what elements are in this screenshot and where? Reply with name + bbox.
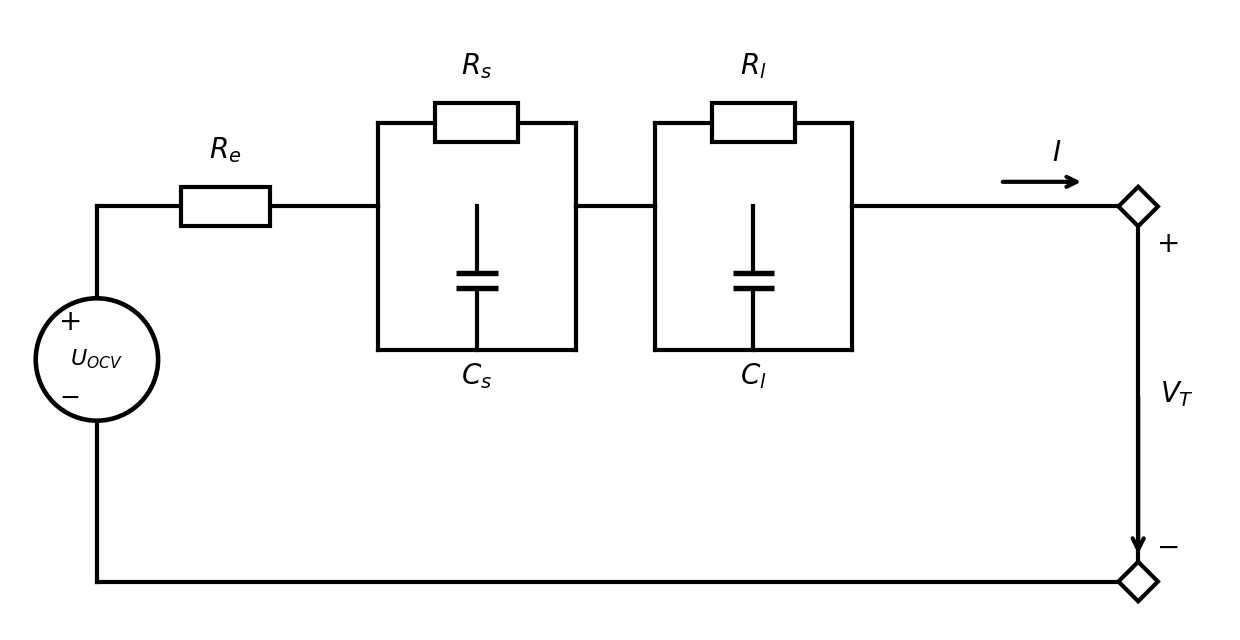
Text: $C_s$: $C_s$: [461, 362, 492, 391]
Text: $+$: $+$: [1156, 230, 1178, 258]
Circle shape: [36, 298, 157, 420]
Text: $I$: $I$: [1052, 139, 1061, 167]
Bar: [435, 103, 518, 142]
Text: $V_T$: $V_T$: [1159, 379, 1194, 409]
Text: $R_s$: $R_s$: [461, 51, 492, 81]
Text: $+$: $+$: [58, 308, 81, 335]
Text: $-$: $-$: [1156, 533, 1178, 561]
Text: $R_e$: $R_e$: [210, 135, 242, 165]
Polygon shape: [1118, 562, 1158, 602]
Bar: [712, 103, 795, 142]
Text: $-$: $-$: [60, 385, 79, 410]
Text: $C_l$: $C_l$: [740, 362, 766, 391]
Text: $U_{OCV}$: $U_{OCV}$: [71, 348, 123, 371]
Polygon shape: [1118, 187, 1158, 226]
Bar: [181, 187, 269, 226]
Text: $R_l$: $R_l$: [740, 51, 766, 81]
